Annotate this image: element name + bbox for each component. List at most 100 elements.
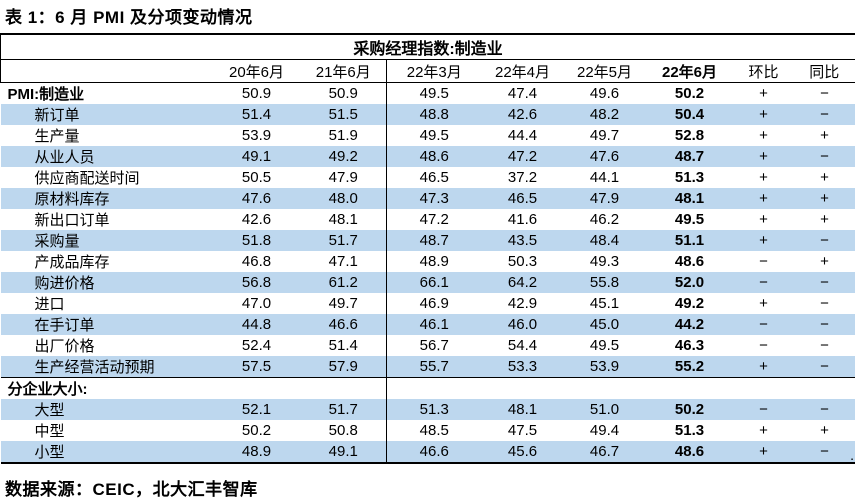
cell: 44.2 (646, 314, 734, 335)
cell: − (794, 441, 855, 463)
cell: − (794, 230, 855, 251)
cell (482, 378, 564, 400)
cell: − (734, 335, 794, 356)
cell: 47.4 (482, 83, 564, 105)
cell: 55.2 (646, 356, 734, 378)
cell: 47.9 (564, 188, 646, 209)
cell: 55.7 (387, 356, 482, 378)
cell: 47.5 (482, 420, 564, 441)
cell: − (794, 314, 855, 335)
cell: + (734, 146, 794, 167)
row-label: 购进价格 (1, 272, 213, 293)
row-label: PMI:制造业 (1, 83, 213, 105)
cell: 53.3 (482, 356, 564, 378)
cell: 51.5 (301, 104, 387, 125)
cell: 66.1 (387, 272, 482, 293)
cell: 48.7 (387, 230, 482, 251)
cell: 51.3 (646, 420, 734, 441)
column-header: 22年6月 (646, 60, 734, 83)
cell: + (794, 420, 855, 441)
cell: 50.8 (301, 420, 387, 441)
cell (213, 378, 301, 400)
cell: 51.7 (301, 399, 387, 420)
cell: 45.6 (482, 441, 564, 463)
row-label: 新订单 (1, 104, 213, 125)
cell: 48.6 (646, 441, 734, 463)
cell: 51.4 (301, 335, 387, 356)
cell: + (794, 251, 855, 272)
cell: 49.5 (564, 335, 646, 356)
cell: + (734, 125, 794, 146)
row-label: 供应商配送时间 (1, 167, 213, 188)
cell: 48.4 (564, 230, 646, 251)
cell: 42.6 (482, 104, 564, 125)
row-label: 在手订单 (1, 314, 213, 335)
row-label: 大型 (1, 399, 213, 420)
cell: 47.9 (301, 167, 387, 188)
cell: + (734, 209, 794, 230)
cell (564, 378, 646, 400)
cell: 49.4 (564, 420, 646, 441)
cell: 47.2 (482, 146, 564, 167)
table-title: 表 1：6 月 PMI 及分项变动情况 (0, 3, 855, 32)
cell: − (794, 272, 855, 293)
cell: 45.0 (564, 314, 646, 335)
row-label: 新出口订单 (1, 209, 213, 230)
cell: − (734, 399, 794, 420)
cell: 46.0 (482, 314, 564, 335)
cell: 56.7 (387, 335, 482, 356)
column-header: 同比 (794, 60, 855, 83)
group-header-row: 采购经理指数:制造业 (1, 34, 855, 60)
cell: 61.2 (301, 272, 387, 293)
cell: 50.5 (213, 167, 301, 188)
cell: − (734, 251, 794, 272)
cell: 47.1 (301, 251, 387, 272)
cell: 48.0 (301, 188, 387, 209)
cell: 51.1 (646, 230, 734, 251)
cell: − (734, 314, 794, 335)
cell: 46.6 (387, 441, 482, 463)
cell: 49.1 (301, 441, 387, 463)
cell: 64.2 (482, 272, 564, 293)
cell: 41.6 (482, 209, 564, 230)
cell: 47.6 (213, 188, 301, 209)
cell: 51.4 (213, 104, 301, 125)
column-header: 22年4月 (482, 60, 564, 83)
cell: 37.2 (482, 167, 564, 188)
column-header: 21年6月 (301, 60, 387, 83)
row-label: 小型 (1, 441, 213, 463)
cell: 52.0 (646, 272, 734, 293)
cell: 44.8 (213, 314, 301, 335)
cell: − (794, 83, 855, 105)
cell: 43.5 (482, 230, 564, 251)
cell: 50.9 (301, 83, 387, 105)
cell: 50.2 (646, 83, 734, 105)
cell: 48.2 (564, 104, 646, 125)
cell: 46.5 (482, 188, 564, 209)
cell: 47.2 (387, 209, 482, 230)
cell: 52.4 (213, 335, 301, 356)
cell: 51.3 (387, 399, 482, 420)
cell: 47.0 (213, 293, 301, 314)
cell: 48.6 (646, 251, 734, 272)
cell: + (734, 83, 794, 105)
cell: 49.2 (646, 293, 734, 314)
cell: 46.6 (301, 314, 387, 335)
cell: 50.2 (213, 420, 301, 441)
row-label: 分企业大小: (1, 378, 213, 400)
cell: 49.6 (564, 83, 646, 105)
cell (794, 378, 855, 400)
cell: 49.1 (213, 146, 301, 167)
cell: 49.5 (387, 83, 482, 105)
column-header: 22年5月 (564, 60, 646, 83)
cell: 50.4 (646, 104, 734, 125)
cell: 49.2 (301, 146, 387, 167)
